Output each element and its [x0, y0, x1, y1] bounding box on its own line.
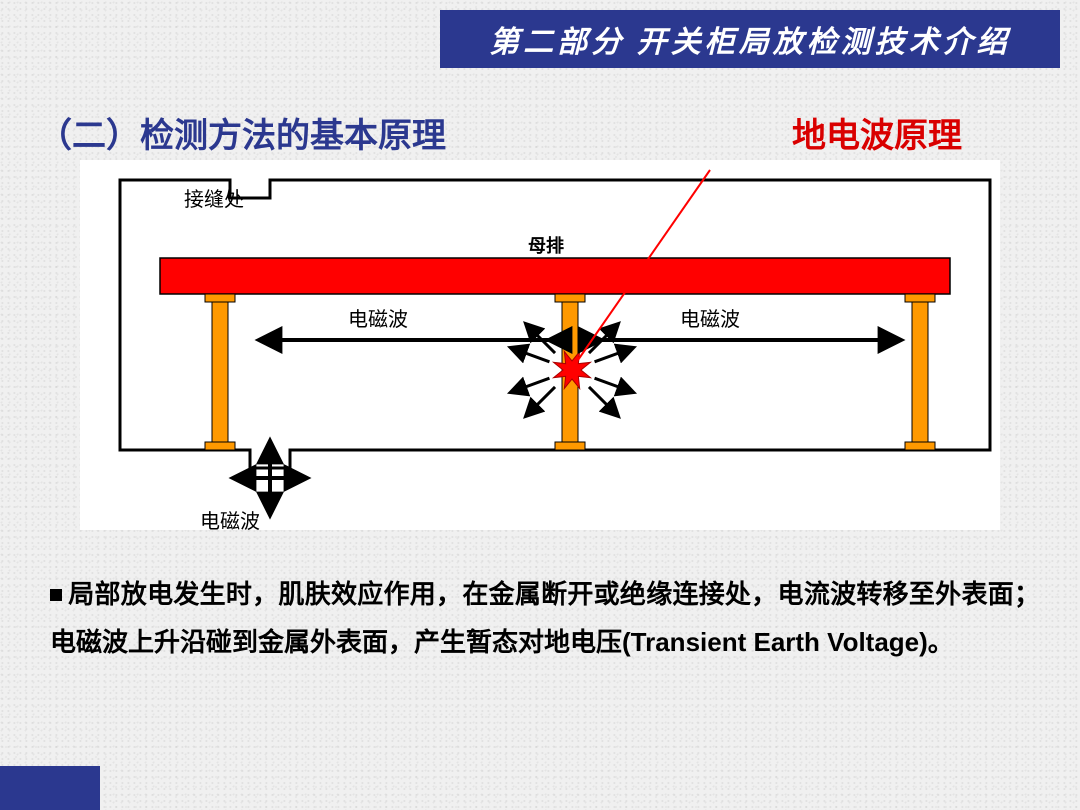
- svg-text:电磁波: 电磁波: [348, 308, 408, 331]
- banner-text: 第二部分 开关柜局放检测技术介绍: [489, 17, 1011, 61]
- svg-text:电磁波: 电磁波: [680, 308, 740, 331]
- footer-block: [0, 766, 100, 810]
- section-title: （二）检测方法的基本原理: [38, 108, 446, 157]
- bullet-icon: [50, 589, 62, 601]
- svg-text:接缝处: 接缝处: [184, 188, 244, 211]
- svg-text:局部放电源: 局部放电源: [620, 160, 730, 161]
- svg-text:母排: 母排: [528, 235, 564, 256]
- diagram-svg: 接缝处局部放电源电磁波电磁波电磁波母排: [80, 160, 1000, 530]
- svg-text:电磁波: 电磁波: [200, 510, 260, 530]
- body-text: 局部放电发生时，肌肤效应作用，在金属断开或绝缘连接处，电流波转移至外表面；电磁波…: [50, 570, 1040, 666]
- paragraph: 局部放电发生时，肌肤效应作用，在金属断开或绝缘连接处，电流波转移至外表面；电磁波…: [50, 579, 1040, 657]
- subtitle: 地电波原理: [792, 108, 962, 157]
- tev-diagram: 接缝处局部放电源电磁波电磁波电磁波母排: [80, 160, 1000, 530]
- header-banner: 第二部分 开关柜局放检测技术介绍: [440, 10, 1060, 68]
- title-row: （二）检测方法的基本原理 地电波原理: [38, 108, 1042, 157]
